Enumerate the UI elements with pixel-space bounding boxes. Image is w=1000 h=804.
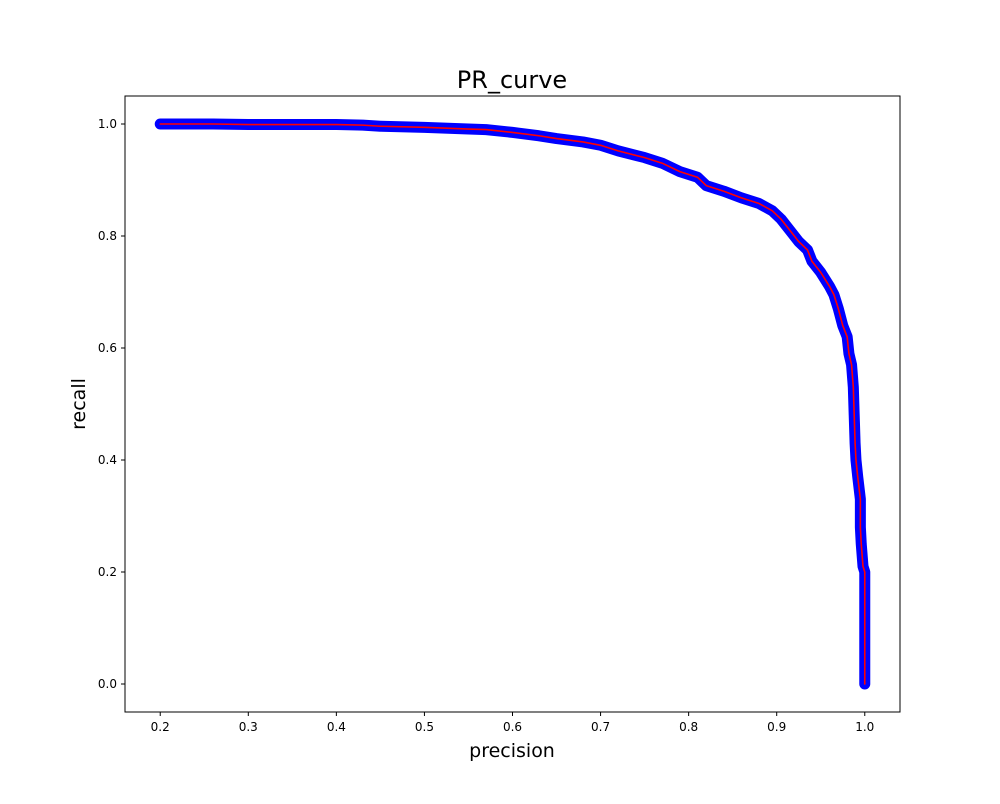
x-tick-label: 0.4 — [327, 720, 346, 734]
plot-area — [125, 96, 900, 712]
y-axis-label: recall — [68, 378, 90, 430]
chart-title: PR_curve — [457, 66, 567, 94]
x-tick-label: 1.0 — [855, 720, 874, 734]
x-axis-label: precision — [469, 740, 555, 762]
y-tick-label: 0.0 — [98, 677, 117, 691]
y-axis-ticks: 0.0 0.2 0.4 0.6 0.8 1.0 — [98, 117, 125, 691]
curve-layer — [154, 118, 871, 690]
x-axis-ticks: 0.2 0.3 0.4 0.5 0.6 0.7 0.8 0.9 1.0 — [151, 712, 874, 734]
x-tick-label: 0.9 — [767, 720, 786, 734]
x-tick-label: 0.3 — [239, 720, 258, 734]
y-tick-label: 0.2 — [98, 565, 117, 579]
y-tick-label: 0.8 — [98, 229, 117, 243]
y-tick-label: 1.0 — [98, 117, 117, 131]
x-tick-label: 0.6 — [503, 720, 522, 734]
y-tick-label: 0.6 — [98, 341, 117, 355]
x-tick-label: 0.8 — [679, 720, 698, 734]
x-tick-label: 0.5 — [415, 720, 434, 734]
x-tick-label: 0.2 — [151, 720, 170, 734]
x-tick-label: 0.7 — [591, 720, 610, 734]
pr-curve-line — [159, 123, 866, 685]
y-tick-label: 0.4 — [98, 453, 117, 467]
